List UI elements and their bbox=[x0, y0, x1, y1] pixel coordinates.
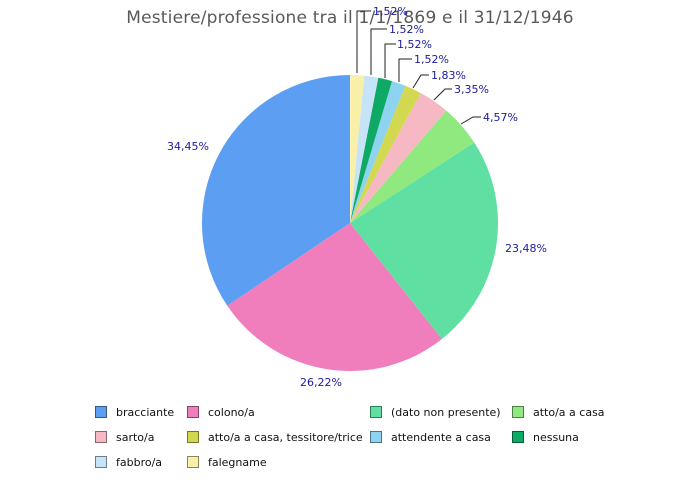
legend-swatch-sarto bbox=[95, 430, 107, 443]
callout-lines bbox=[356, 10, 481, 125]
legend-swatch-nessuna bbox=[512, 430, 524, 443]
legend-item-attendente: attendente a casa bbox=[370, 427, 491, 444]
legend-swatch-attendente bbox=[370, 430, 382, 443]
pie-slice-bracciante bbox=[202, 75, 350, 306]
legend-swatch-fabbro bbox=[95, 455, 107, 468]
pie-slice-colono-a bbox=[227, 223, 442, 371]
pct-label-sarto: 3,35% bbox=[454, 83, 489, 96]
legend-swatch-tessitore bbox=[187, 430, 199, 443]
pct-label-nessuna: 1,52% bbox=[397, 38, 432, 51]
pct-label-atto-a-casa: 4,57% bbox=[483, 111, 518, 124]
legend-label: bracciante bbox=[116, 406, 175, 419]
pct-label-attendente: 1,52% bbox=[414, 53, 449, 66]
legend-swatch-falegname bbox=[187, 455, 199, 468]
legend-swatch-bracciante bbox=[95, 405, 107, 418]
legend-swatch-atto-a-casa bbox=[512, 405, 524, 418]
callout-line-attendente bbox=[398, 58, 412, 82]
legend-label: atto/a a casa, tessitore/trice bbox=[208, 431, 363, 444]
legend-swatch-colono bbox=[187, 405, 199, 418]
pct-label-colono: 26,22% bbox=[300, 376, 342, 389]
legend-item-bracciante: bracciante bbox=[95, 402, 174, 419]
callout-line-sarto bbox=[433, 88, 452, 101]
pie-slice-attendente-a-casa bbox=[350, 81, 406, 223]
pie-slice-atto-a-a-casa bbox=[350, 110, 475, 223]
pie-slice-atto-a-a-casa-tessitore-trice bbox=[350, 85, 421, 224]
pct-label-dato-non-presente: 23,48% bbox=[505, 242, 547, 255]
legend-label: attendente a casa bbox=[391, 431, 491, 444]
legend-item-colono: colono/a bbox=[187, 402, 255, 419]
legend-item-nessuna: nessuna bbox=[512, 427, 579, 444]
pct-label-falegname: 1,52% bbox=[373, 5, 408, 18]
callout-line-nessuna bbox=[384, 43, 396, 78]
legend-item-sarto: sarto/a bbox=[95, 427, 154, 444]
pie-slice-sarto-a bbox=[350, 92, 447, 224]
legend-label: colono/a bbox=[208, 406, 255, 419]
pie-slice-fabbro-a bbox=[350, 75, 379, 223]
callout-line-atto-a-casa bbox=[460, 116, 481, 125]
legend-label: nessuna bbox=[533, 431, 579, 444]
legend-label: fabbro/a bbox=[116, 456, 163, 469]
callout-line-tessitore bbox=[412, 74, 429, 89]
callout-line-fabbro bbox=[370, 28, 387, 75]
pct-label-fabbro: 1,52% bbox=[389, 23, 424, 36]
pie-slice-falegname bbox=[350, 75, 365, 223]
chart-title: Mestiere/professione tra il 1/1/1869 e i… bbox=[126, 8, 574, 28]
legend-swatch-dato-non-presente bbox=[370, 405, 382, 418]
pie-slices-group bbox=[202, 75, 499, 371]
legend-item-falegname: falegname bbox=[187, 452, 267, 469]
pie-slice-nessuna bbox=[350, 77, 392, 223]
pie-slice-dato-non-presente bbox=[350, 142, 499, 339]
legend-label: (dato non presente) bbox=[391, 406, 501, 419]
legend-item-fabbro: fabbro/a bbox=[95, 452, 162, 469]
pct-label-tessitore: 1,83% bbox=[431, 69, 466, 82]
legend-item-atto-a-casa: atto/a a casa bbox=[512, 402, 605, 419]
legend-item-dato-non-presente: (dato non presente) bbox=[370, 402, 501, 419]
legend-label: falegname bbox=[208, 456, 267, 469]
legend-label: atto/a a casa bbox=[533, 406, 605, 419]
pct-label-bracciante: 34,45% bbox=[167, 140, 209, 153]
callout-line-falegname bbox=[356, 10, 371, 73]
legend-item-tessitore: atto/a a casa, tessitore/trice bbox=[187, 427, 363, 444]
legend-label: sarto/a bbox=[116, 431, 155, 444]
